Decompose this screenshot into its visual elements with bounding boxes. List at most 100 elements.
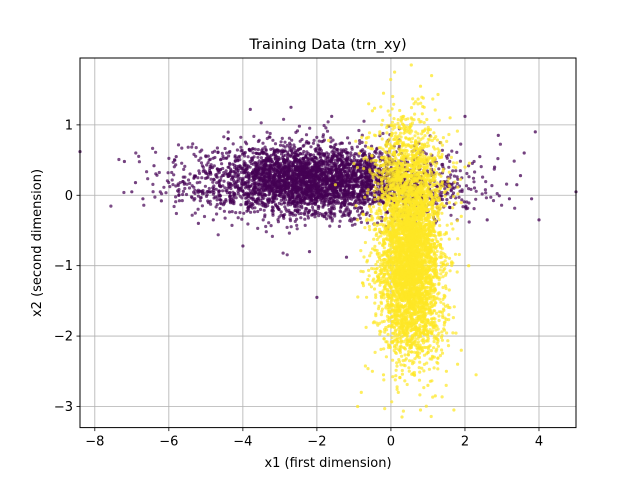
- data-point: [228, 196, 232, 200]
- data-point: [472, 180, 476, 184]
- data-point: [522, 151, 526, 155]
- data-point: [133, 181, 138, 185]
- data-point: [333, 195, 337, 199]
- data-point: [299, 183, 303, 187]
- data-point: [122, 159, 126, 164]
- data-point: [440, 163, 444, 167]
- data-point: [297, 124, 301, 128]
- data-point: [290, 153, 294, 157]
- data-point: [207, 158, 211, 162]
- data-point: [322, 123, 326, 128]
- data-point: [447, 165, 451, 169]
- data-point: [348, 219, 352, 223]
- data-point: [339, 141, 344, 145]
- data-point: [340, 177, 344, 181]
- data-point: [172, 204, 176, 209]
- data-point: [307, 209, 311, 213]
- data-point: [228, 149, 232, 154]
- data-point: [227, 172, 231, 176]
- data-point: [341, 212, 345, 216]
- data-point: [256, 197, 260, 201]
- data-point: [358, 141, 362, 146]
- data-point: [363, 144, 368, 148]
- data-point: [300, 191, 304, 195]
- data-point: [227, 210, 232, 214]
- data-point: [465, 171, 469, 176]
- data-point: [151, 190, 155, 194]
- data-point: [122, 190, 126, 195]
- data-point: [293, 209, 297, 213]
- data-point: [313, 183, 317, 187]
- data-point: [331, 138, 335, 142]
- data-point: [256, 185, 260, 189]
- data-point: [358, 161, 362, 165]
- data-point: [259, 156, 263, 160]
- data-point: [277, 174, 281, 178]
- data-point: [464, 184, 469, 188]
- data-point: [226, 186, 230, 190]
- data-point: [262, 204, 266, 208]
- data-point: [325, 129, 330, 133]
- data-point: [382, 319, 386, 323]
- data-point: [310, 205, 315, 209]
- data-point: [168, 185, 172, 189]
- data-point: [176, 143, 181, 147]
- data-point: [480, 192, 484, 196]
- data-point: [352, 173, 356, 177]
- data-point: [311, 141, 315, 145]
- data-point: [165, 179, 169, 183]
- data-point: [196, 207, 200, 211]
- data-point: [264, 172, 268, 176]
- data-point: [318, 151, 322, 155]
- data-point: [320, 201, 324, 205]
- data-point: [449, 173, 453, 177]
- data-point: [324, 170, 328, 174]
- data-point: [265, 156, 269, 160]
- data-point: [310, 158, 314, 162]
- data-point: [230, 199, 234, 203]
- data-point: [214, 205, 218, 209]
- data-point: [401, 409, 405, 413]
- data-point: [252, 177, 257, 181]
- data-point: [472, 207, 476, 211]
- data-point: [287, 193, 291, 197]
- data-point: [304, 181, 308, 185]
- data-point: [344, 207, 348, 211]
- data-point: [151, 146, 155, 150]
- data-point: [298, 147, 303, 151]
- data-point: [200, 176, 204, 180]
- data-point: [214, 187, 218, 191]
- data-point: [495, 192, 499, 196]
- data-point: [360, 195, 364, 199]
- data-point: [188, 181, 192, 185]
- data-point: [278, 163, 283, 167]
- data-point: [183, 186, 187, 191]
- data-point: [210, 190, 214, 194]
- data-point: [471, 176, 476, 180]
- data-point: [223, 146, 227, 151]
- data-point: [333, 165, 337, 169]
- data-point: [313, 215, 317, 219]
- data-point: [224, 199, 228, 203]
- data-point: [355, 163, 359, 167]
- data-point: [288, 217, 292, 221]
- data-point: [291, 191, 295, 195]
- data-point: [377, 155, 381, 159]
- data-point: [339, 187, 343, 191]
- data-point: [458, 169, 462, 173]
- data-point: [256, 164, 260, 168]
- data-point: [317, 144, 321, 148]
- data-point: [274, 160, 278, 164]
- data-point: [287, 208, 291, 212]
- data-point: [242, 152, 246, 156]
- data-point: [236, 174, 240, 179]
- data-point: [199, 196, 203, 200]
- data-point: [289, 143, 293, 147]
- data-point: [243, 169, 247, 173]
- data-point: [197, 158, 201, 162]
- data-point: [256, 209, 260, 214]
- data-point: [354, 198, 358, 202]
- data-point: [331, 175, 335, 179]
- data-point: [195, 181, 199, 185]
- data-point: [214, 173, 218, 177]
